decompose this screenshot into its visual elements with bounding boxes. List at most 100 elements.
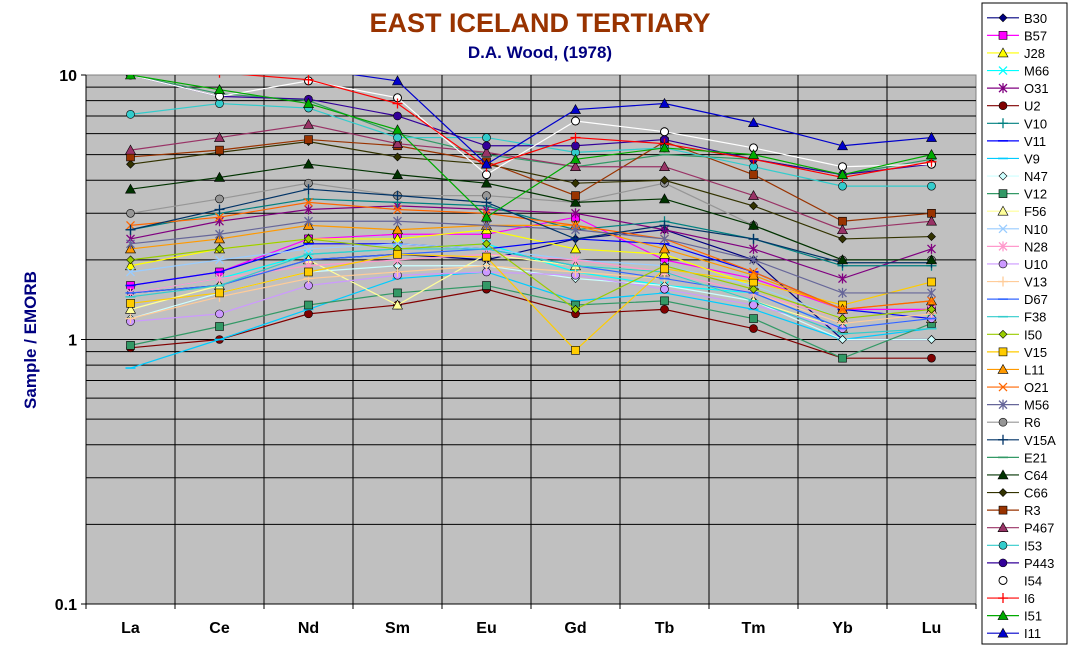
data-point	[838, 234, 847, 244]
data-point	[482, 281, 491, 290]
series-i51	[124, 75, 938, 222]
series-line	[130, 271, 932, 369]
data-point	[927, 353, 936, 363]
data-point	[927, 277, 936, 287]
data-point	[571, 116, 580, 126]
legend-item-n47: N47	[987, 169, 1048, 184]
legend-item-p467: P467	[987, 521, 1054, 536]
legend-item-l11: L11	[987, 362, 1045, 377]
legend-item-o21: O21	[987, 380, 1049, 395]
data-point	[748, 233, 759, 244]
series-c64	[124, 158, 938, 265]
data-point	[571, 304, 580, 314]
data-point	[569, 243, 582, 254]
x-tick-label: Tm	[742, 620, 766, 637]
data-point	[126, 159, 135, 169]
data-point	[660, 127, 669, 137]
data-point	[482, 133, 491, 142]
legend-marker	[997, 363, 1009, 374]
data-point	[749, 284, 758, 294]
legend-label: V15	[1024, 345, 1047, 360]
data-point	[213, 131, 226, 142]
legend-label: C64	[1024, 468, 1048, 483]
data-point	[658, 193, 671, 204]
legend-marker	[998, 505, 1008, 515]
data-point	[749, 201, 758, 211]
data-point	[391, 124, 404, 135]
series-v12	[126, 281, 936, 363]
legend-item-v13: V13	[987, 275, 1047, 290]
x-tick-label: Gd	[564, 620, 586, 637]
legend-marker	[998, 347, 1008, 357]
series-line	[130, 253, 932, 352]
data-point	[125, 313, 136, 324]
data-point	[480, 211, 493, 222]
data-point	[749, 324, 758, 333]
legend-marker	[998, 83, 1008, 94]
legend-marker	[998, 593, 1008, 604]
legend-label: I51	[1024, 609, 1042, 624]
legend-item-i51: I51	[987, 609, 1042, 624]
data-point	[126, 54, 136, 63]
legend-label: D67	[1024, 292, 1048, 307]
legend-label: V11	[1024, 134, 1046, 149]
data-point	[658, 97, 671, 108]
series-line	[130, 75, 932, 176]
y-tick-label: 0.1	[55, 597, 77, 614]
data-point	[838, 181, 847, 191]
data-point	[392, 190, 403, 201]
data-point	[838, 335, 847, 344]
data-point	[393, 205, 402, 214]
data-point	[126, 267, 135, 277]
legend-label: P467	[1024, 521, 1054, 536]
legend-item-p443: P443	[987, 556, 1054, 571]
legend-box	[981, 2, 1068, 645]
data-point	[391, 169, 404, 179]
data-point	[838, 353, 847, 363]
legend-item-v15a: V15A	[987, 433, 1056, 448]
series-m56	[126, 216, 936, 298]
data-point	[569, 196, 582, 207]
data-point	[658, 243, 671, 254]
legend-item-c64: C64	[987, 468, 1048, 483]
data-point	[480, 158, 493, 169]
legend-marker	[998, 434, 1008, 445]
data-point	[215, 145, 224, 155]
legend-label: C66	[1024, 486, 1048, 501]
data-point	[304, 234, 313, 244]
legend-label: N47	[1024, 169, 1048, 184]
x-tick-label: Lu	[922, 620, 942, 637]
data-point	[126, 341, 135, 350]
legend-marker	[998, 101, 1008, 111]
legend: B30 B57 J28 M66 O31 U2 V10 V11 V9 N47 V12 F56 N10 N28…	[981, 2, 1068, 645]
data-point	[658, 161, 671, 172]
legend-label: M56	[1024, 398, 1049, 413]
legend-label: V10	[1024, 116, 1047, 131]
legend-marker	[998, 259, 1008, 269]
series-line	[130, 248, 932, 335]
data-point	[213, 84, 226, 94]
data-point	[927, 243, 936, 254]
series-line	[130, 102, 932, 187]
legend-item-v10: V10	[987, 116, 1047, 131]
data-point	[482, 252, 491, 262]
legend-marker	[998, 276, 1008, 287]
legend-label: O31	[1024, 81, 1049, 96]
x-tick-label: Ce	[209, 620, 230, 637]
data-point	[126, 110, 135, 119]
data-point	[302, 118, 315, 129]
data-point	[482, 170, 491, 180]
legend-item-n28: N28	[987, 239, 1048, 254]
data-point	[569, 153, 582, 164]
x-tick-label: La	[121, 620, 140, 637]
data-point	[481, 197, 492, 208]
data-point	[393, 249, 402, 259]
data-point	[571, 346, 580, 355]
y-tick-label: 10	[59, 68, 77, 85]
legend-marker	[998, 189, 1008, 198]
data-point	[393, 239, 402, 249]
legend-label: F56	[1024, 204, 1046, 219]
legend-item-u10: U10	[987, 257, 1048, 272]
legend-item-e21: E21	[987, 450, 1047, 465]
series-line	[130, 75, 932, 218]
